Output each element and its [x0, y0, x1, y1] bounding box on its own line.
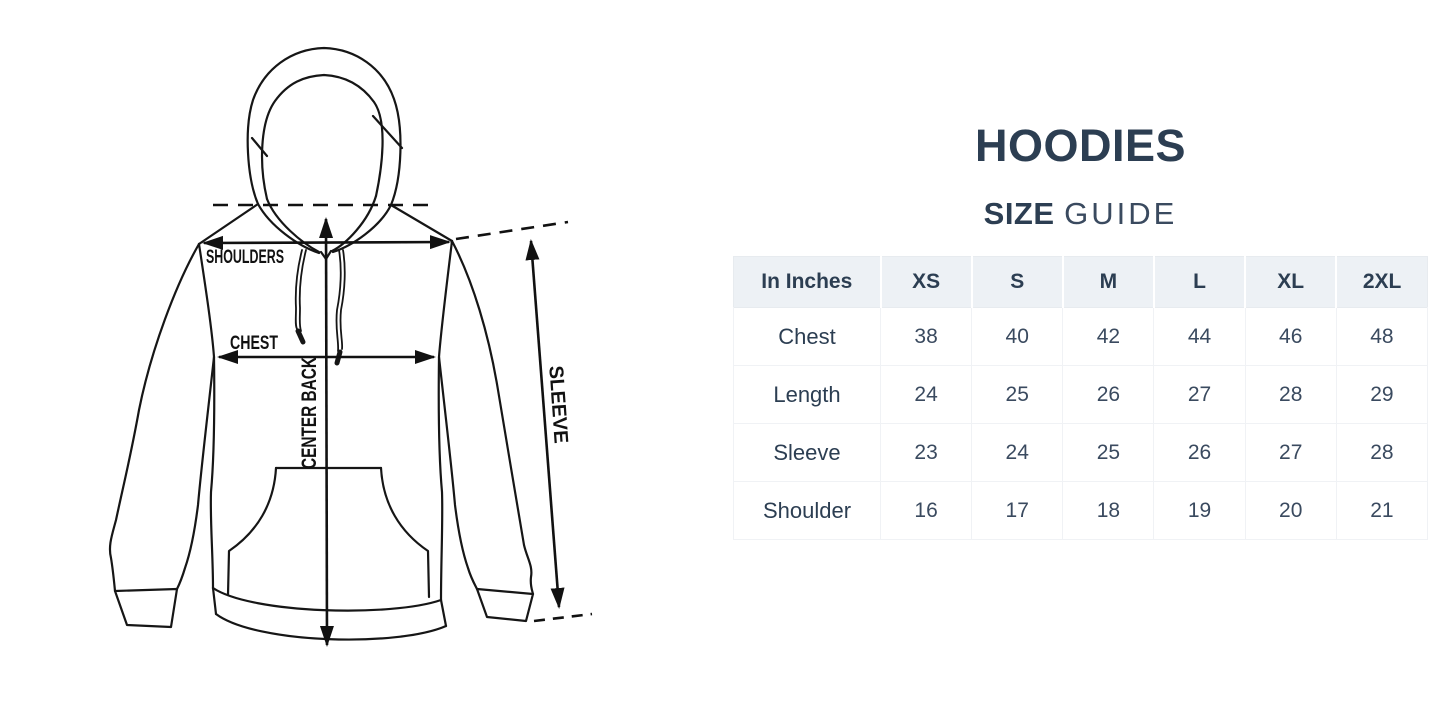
right-cuff	[475, 587, 535, 623]
hoodie-diagram-svg: SHOULDERS CHEST CENTER BACK SLEEVE	[108, 46, 593, 647]
pocket-left	[226, 466, 278, 597]
drawstring-left	[294, 249, 303, 330]
size-value: 38	[879, 307, 973, 366]
page-subtitle: SIZE GUIDE	[733, 198, 1428, 229]
subtitle-guide: GUIDE	[1064, 196, 1178, 231]
size-value: 28	[1335, 423, 1429, 482]
size-value: 24	[879, 365, 973, 424]
measurement-labels: SHOULDERS CHEST CENTER BACK SLEEVE	[206, 247, 572, 469]
left-shoulder-seam	[197, 202, 260, 246]
size-value: 17	[971, 481, 1064, 540]
size-value: 23	[879, 423, 973, 482]
size-value: 19	[1153, 481, 1246, 540]
table-row: Shoulder 16 17 18 19 20 21	[733, 481, 1429, 540]
unit-header: In Inches	[733, 256, 881, 308]
center-back-label: CENTER BACK	[298, 357, 321, 469]
hood-crease-left	[250, 136, 269, 158]
measurement-label: Sleeve	[733, 423, 881, 482]
size-value: 28	[1244, 365, 1337, 424]
chest-label: CHEST	[230, 333, 278, 354]
pocket-right	[379, 466, 431, 599]
right-sleeve-inner	[437, 355, 479, 591]
hem-band-right-edge	[439, 598, 448, 628]
right-shoulder-seam	[389, 203, 454, 243]
size-column-header: L	[1152, 256, 1246, 308]
right-sleeve-outer	[450, 239, 535, 596]
page-title: HOODIES	[974, 120, 1187, 171]
left-sleeve-inner	[175, 355, 216, 591]
measurement-label: Length	[733, 365, 881, 424]
drawstring-right	[339, 249, 346, 350]
size-column-header: XL	[1244, 256, 1337, 308]
size-table-body: Chest 38 40 42 44 46 48 Length 24 25 26 27 28 29 Sleev…	[733, 307, 1429, 540]
left-body-seam	[197, 242, 216, 590]
hem-band-left-edge	[211, 586, 218, 616]
table-row: Chest 38 40 42 44 46 48	[733, 307, 1429, 366]
hood-inner-opening	[260, 73, 384, 201]
size-value: 27	[1153, 365, 1246, 424]
table-row: Length 24 25 26 27 28 29	[733, 365, 1429, 424]
hoodie-diagram: SHOULDERS CHEST CENTER BACK SLEEVE	[0, 0, 660, 723]
size-value: 18	[1062, 481, 1155, 540]
size-value: 20	[1244, 481, 1337, 540]
size-column-header: M	[1061, 256, 1154, 308]
subtitle-size: SIZE	[983, 196, 1055, 231]
measurement-annotations	[202, 203, 593, 647]
size-column-header: XS	[879, 256, 972, 308]
drawstring-right	[335, 249, 342, 352]
measurement-label: Chest	[733, 307, 881, 366]
hem-band-bottom	[214, 612, 448, 641]
size-value: 25	[971, 365, 1064, 424]
left-sleeve-outer	[108, 242, 201, 593]
size-value: 48	[1335, 307, 1429, 366]
hoodie-outline	[108, 46, 535, 641]
drawstring-left	[298, 249, 307, 332]
size-value: 29	[1335, 365, 1429, 424]
sleeve-arrow	[525, 239, 565, 609]
hood-outer	[246, 46, 402, 207]
size-guide-panel: HOODIES SIZE GUIDE In Inches XS S M L XL 2XL C…	[733, 0, 1429, 723]
size-table: In Inches XS S M L XL 2XL Chest 38 40 42 44 46 48 Len…	[733, 256, 1429, 540]
drawstring-left-aglet	[295, 328, 306, 345]
hood-left-drape	[256, 202, 321, 255]
size-column-header: S	[970, 256, 1063, 308]
cuff-dashed-line	[533, 612, 593, 623]
center-back-arrow	[319, 217, 334, 647]
measurement-label: Shoulder	[733, 481, 881, 540]
shoulders-label: SHOULDERS	[206, 247, 284, 268]
sleeve-label: SLEEVE	[544, 365, 571, 444]
size-value: 24	[971, 423, 1064, 482]
size-value: 26	[1062, 365, 1155, 424]
shoulder-dashed-line	[455, 220, 569, 241]
hood-crease-right	[371, 114, 404, 150]
size-value: 42	[1062, 307, 1155, 366]
size-value: 21	[1335, 481, 1429, 540]
size-value: 46	[1244, 307, 1337, 366]
size-value: 25	[1062, 423, 1155, 482]
size-table-header-row: In Inches XS S M L XL 2XL	[733, 256, 1428, 308]
size-value: 40	[971, 307, 1064, 366]
left-cuff	[113, 587, 179, 629]
size-column-header: 2XL	[1335, 256, 1428, 308]
size-value: 27	[1244, 423, 1337, 482]
size-value: 44	[1153, 307, 1246, 366]
table-row: Sleeve 23 24 25 26 27 28	[733, 423, 1429, 482]
size-value: 16	[879, 481, 973, 540]
right-body-seam	[437, 239, 454, 602]
size-value: 26	[1153, 423, 1246, 482]
